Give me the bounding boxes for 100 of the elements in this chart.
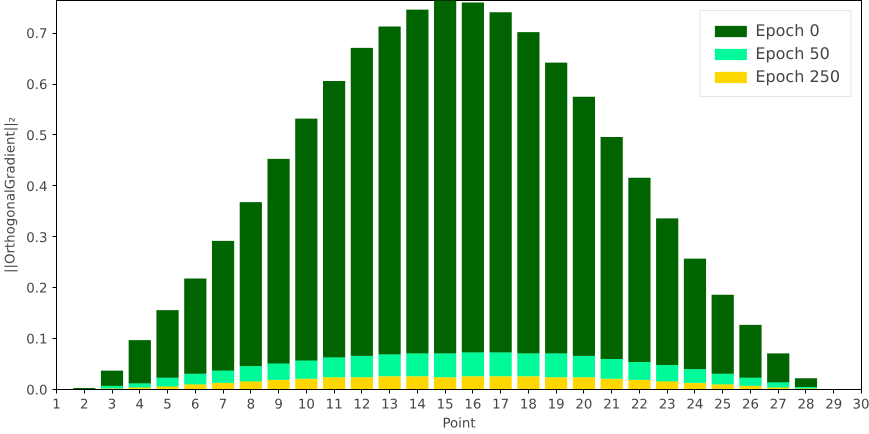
bar bbox=[600, 378, 623, 390]
bar bbox=[322, 377, 346, 390]
x-tick-label: 22 bbox=[630, 398, 648, 412]
bar bbox=[517, 376, 540, 390]
bar bbox=[350, 377, 373, 390]
bar bbox=[684, 369, 706, 383]
x-tick-label: 5 bbox=[163, 398, 172, 412]
bar bbox=[156, 378, 179, 386]
bar bbox=[406, 376, 428, 390]
bar bbox=[712, 294, 734, 374]
bar bbox=[434, 353, 456, 378]
x-tick-label: 16 bbox=[464, 398, 482, 412]
bar bbox=[378, 354, 401, 376]
bar bbox=[517, 32, 540, 354]
bar bbox=[295, 118, 318, 360]
x-tick-label: 23 bbox=[658, 398, 676, 412]
bar bbox=[295, 378, 318, 390]
x-tick-label: 21 bbox=[603, 398, 620, 412]
bar bbox=[212, 240, 234, 371]
x-tick-label: 8 bbox=[246, 398, 256, 412]
bar bbox=[434, 377, 456, 390]
y-tick-label: 0.0 bbox=[26, 384, 48, 398]
x-tick-label: 1 bbox=[52, 398, 61, 412]
bar bbox=[656, 218, 678, 366]
bar bbox=[267, 364, 290, 380]
bar bbox=[100, 386, 124, 388]
x-tick-label: 14 bbox=[408, 398, 426, 412]
y-tick-label: 0.5 bbox=[26, 128, 48, 144]
y-tick-label: 0.2 bbox=[26, 282, 48, 297]
bar bbox=[462, 2, 484, 352]
x-tick-label: 25 bbox=[714, 398, 732, 412]
bar bbox=[295, 360, 318, 379]
bar bbox=[656, 381, 678, 390]
bar bbox=[350, 48, 373, 356]
bar bbox=[712, 374, 734, 384]
x-tick-label: 10 bbox=[298, 398, 315, 412]
bar bbox=[322, 357, 346, 378]
bar bbox=[156, 310, 179, 378]
bar bbox=[128, 340, 151, 384]
legend-label: Epoch 250 bbox=[755, 67, 840, 86]
x-tick-label: 13 bbox=[381, 398, 398, 412]
bar bbox=[212, 382, 234, 390]
bar bbox=[628, 362, 651, 380]
bar bbox=[322, 80, 346, 358]
bar bbox=[378, 376, 401, 390]
bar bbox=[712, 384, 734, 390]
bar bbox=[739, 378, 762, 386]
x-tick-label: 3 bbox=[108, 398, 116, 412]
bar bbox=[184, 278, 206, 374]
bar bbox=[684, 382, 706, 390]
bar bbox=[628, 178, 651, 362]
x-tick-label: 28 bbox=[798, 398, 814, 412]
bar bbox=[406, 353, 428, 376]
bar bbox=[184, 384, 206, 390]
x-tick-label: 15 bbox=[436, 398, 454, 412]
x-tick-label: 9 bbox=[274, 398, 283, 412]
bar bbox=[490, 376, 512, 390]
bar bbox=[378, 26, 401, 354]
bar bbox=[406, 10, 428, 354]
x-tick-label: 20 bbox=[575, 398, 592, 412]
bar bbox=[240, 366, 262, 382]
legend-label: Epoch 0 bbox=[755, 21, 820, 40]
bar bbox=[240, 202, 262, 366]
x-tick-label: 19 bbox=[548, 398, 565, 412]
bar bbox=[240, 381, 262, 390]
bar bbox=[267, 158, 290, 364]
x-tick-label: 27 bbox=[770, 398, 787, 412]
x-tick-label: 29 bbox=[825, 398, 842, 412]
bar bbox=[794, 378, 818, 387]
bar bbox=[572, 96, 596, 356]
bar bbox=[350, 356, 373, 378]
x-tick-label: 18 bbox=[520, 398, 537, 412]
bar bbox=[462, 352, 484, 376]
bar bbox=[545, 353, 568, 378]
y-tick-label: 0.1 bbox=[26, 332, 48, 348]
x-tick-label: 4 bbox=[136, 398, 144, 412]
bar bbox=[462, 376, 484, 390]
bar bbox=[767, 382, 790, 388]
y-axis-title: ||OrthogonalGradient||₂ bbox=[3, 116, 18, 274]
x-tick-label: 30 bbox=[852, 398, 869, 412]
bar bbox=[572, 377, 596, 390]
bar bbox=[628, 380, 651, 390]
bar bbox=[267, 380, 290, 390]
y-tick-label: 0.4 bbox=[26, 180, 48, 195]
bar bbox=[490, 12, 512, 352]
bar bbox=[739, 324, 762, 378]
bar bbox=[184, 374, 206, 384]
x-tick-label: 7 bbox=[218, 398, 228, 412]
x-tick-label: 12 bbox=[353, 398, 370, 412]
bar bbox=[545, 62, 568, 354]
x-tick-label: 6 bbox=[191, 398, 200, 412]
x-tick-label: 11 bbox=[326, 398, 343, 412]
bar bbox=[128, 383, 151, 388]
bar bbox=[490, 352, 512, 376]
x-tick-label: 17 bbox=[492, 398, 510, 412]
bar bbox=[100, 370, 124, 386]
bar bbox=[600, 136, 623, 359]
bar bbox=[600, 358, 623, 379]
bar bbox=[572, 356, 596, 378]
x-axis-title: Point bbox=[442, 416, 476, 432]
